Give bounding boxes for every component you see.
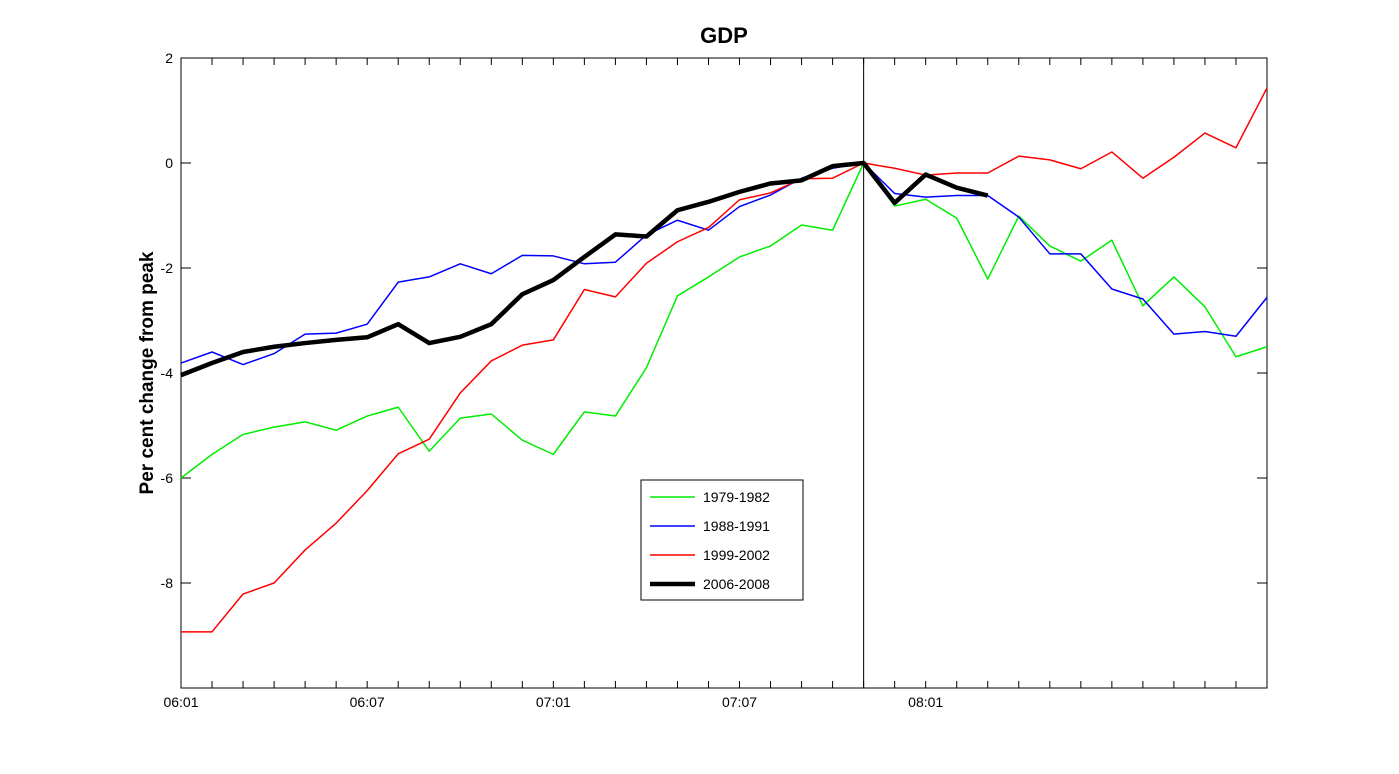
y-tick-label: 2: [165, 50, 173, 66]
x-tick-label: 08:01: [908, 694, 943, 710]
x-tick-label: 06:01: [163, 694, 198, 710]
y-tick-label: -2: [161, 260, 174, 276]
y-tick-label: 0: [165, 155, 173, 171]
legend-label: 1988-1991: [703, 518, 770, 534]
x-tick-label: 06:07: [350, 694, 385, 710]
series-line-2006-2008: [180, 160, 989, 378]
series-line-1999-2002: [181, 87, 1268, 633]
y-tick-label: -8: [161, 575, 174, 591]
legend-label: 1999-2002: [703, 547, 770, 563]
y-tick-label: -6: [161, 470, 174, 486]
series-line-1988-1991: [180, 162, 1268, 366]
legend-label: 1979-1982: [703, 489, 770, 505]
legend: 1979-1982 1988-1991 1999-2002 2006-2008: [640, 479, 804, 601]
legend-label: 2006-2008: [703, 576, 770, 592]
series-lines: [180, 87, 1268, 633]
legend-box: [640, 479, 804, 601]
x-tick-label: 07:07: [722, 694, 757, 710]
x-tick-label: 07:01: [536, 694, 571, 710]
y-tick-label: -4: [161, 365, 174, 381]
y-axis-label: Per cent change from peak: [137, 251, 158, 494]
chart-title: GDP: [700, 23, 748, 48]
series-line-1979-1982: [180, 162, 1268, 479]
axis-ticks: 06:01 06:07 07:01 07:07 08:01 -8 -6 -4 -2 0 2: [161, 50, 1268, 710]
